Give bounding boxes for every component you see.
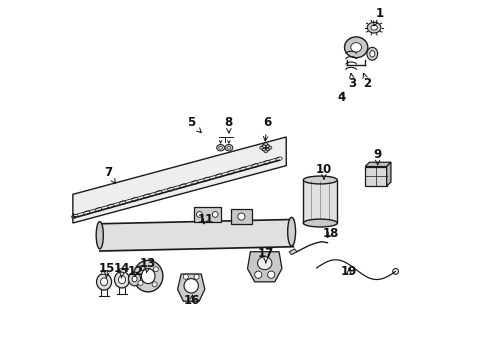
Bar bbox=[119, 268, 125, 272]
Text: 15: 15 bbox=[99, 262, 116, 278]
Ellipse shape bbox=[344, 37, 368, 58]
Ellipse shape bbox=[115, 271, 129, 288]
Circle shape bbox=[153, 267, 158, 272]
Text: 18: 18 bbox=[323, 226, 339, 239]
Polygon shape bbox=[247, 252, 282, 282]
Ellipse shape bbox=[260, 146, 263, 149]
Ellipse shape bbox=[100, 278, 108, 286]
Ellipse shape bbox=[128, 272, 141, 286]
Circle shape bbox=[152, 282, 157, 287]
Circle shape bbox=[212, 212, 218, 217]
Ellipse shape bbox=[227, 146, 231, 149]
Circle shape bbox=[184, 279, 198, 293]
Polygon shape bbox=[387, 162, 391, 186]
Bar bbox=[101, 270, 107, 274]
Circle shape bbox=[183, 274, 188, 279]
Ellipse shape bbox=[264, 143, 268, 145]
Ellipse shape bbox=[219, 146, 222, 149]
Circle shape bbox=[196, 212, 202, 217]
Circle shape bbox=[138, 280, 143, 285]
Circle shape bbox=[268, 271, 275, 278]
Ellipse shape bbox=[367, 47, 378, 60]
Ellipse shape bbox=[132, 276, 137, 282]
Text: 14: 14 bbox=[114, 262, 130, 278]
Polygon shape bbox=[365, 162, 391, 167]
Text: 16: 16 bbox=[184, 294, 200, 307]
Text: 9: 9 bbox=[373, 148, 382, 165]
Ellipse shape bbox=[371, 25, 377, 30]
Circle shape bbox=[255, 271, 262, 278]
Ellipse shape bbox=[258, 257, 272, 270]
Circle shape bbox=[194, 274, 199, 279]
Text: 2: 2 bbox=[363, 73, 371, 90]
Polygon shape bbox=[73, 137, 286, 223]
Text: 10: 10 bbox=[316, 163, 332, 179]
Text: 4: 4 bbox=[337, 91, 345, 104]
Ellipse shape bbox=[370, 50, 375, 57]
Ellipse shape bbox=[96, 222, 103, 249]
Bar bbox=[194, 207, 221, 222]
Text: 17: 17 bbox=[258, 247, 274, 263]
Ellipse shape bbox=[368, 22, 381, 33]
Ellipse shape bbox=[217, 144, 224, 151]
Text: 12: 12 bbox=[127, 265, 144, 278]
Circle shape bbox=[238, 213, 245, 220]
Text: 6: 6 bbox=[263, 116, 271, 141]
Text: 8: 8 bbox=[225, 116, 233, 133]
Text: 3: 3 bbox=[348, 73, 357, 90]
Ellipse shape bbox=[269, 146, 272, 149]
Text: 13: 13 bbox=[140, 257, 156, 273]
Ellipse shape bbox=[141, 269, 155, 284]
Ellipse shape bbox=[119, 276, 125, 284]
Ellipse shape bbox=[303, 176, 337, 184]
Text: 1: 1 bbox=[374, 7, 384, 26]
Ellipse shape bbox=[264, 150, 268, 153]
Bar bbox=[303, 180, 337, 223]
Polygon shape bbox=[177, 274, 205, 301]
Ellipse shape bbox=[303, 219, 337, 227]
Polygon shape bbox=[289, 249, 297, 255]
Bar bbox=[365, 167, 387, 186]
Ellipse shape bbox=[97, 274, 112, 290]
Text: 5: 5 bbox=[187, 116, 201, 132]
Text: 11: 11 bbox=[197, 213, 214, 226]
Circle shape bbox=[139, 265, 144, 270]
Bar bbox=[231, 210, 252, 224]
Ellipse shape bbox=[288, 217, 295, 246]
Ellipse shape bbox=[351, 42, 362, 52]
Text: 19: 19 bbox=[341, 265, 357, 278]
Ellipse shape bbox=[133, 260, 163, 292]
Text: 7: 7 bbox=[105, 166, 115, 183]
Ellipse shape bbox=[225, 144, 233, 151]
